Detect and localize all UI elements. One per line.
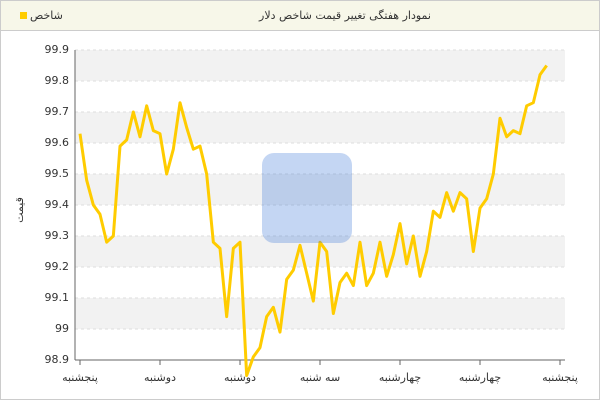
x-tick-label: دوشنبه [144,371,176,384]
watermark [262,153,352,243]
y-tick-label: 99.4 [45,198,70,211]
y-tick-label: 99.9 [45,43,70,56]
y-tick-label: 99.8 [45,74,70,87]
band [75,50,565,81]
x-tick-label: چهارشنبه [379,371,421,384]
x-tick-label: سه شنبه [300,371,340,384]
chart-title: نمودار هفتگی تغییر قیمت شاخص دلار [258,9,431,22]
legend-label: شاخص [30,9,63,22]
x-tick-label: چهارشنبه [459,371,501,384]
band [75,112,565,143]
series-line [78,64,548,377]
x-tick-label: دوشنبه [224,371,256,384]
band [75,298,565,329]
y-axis-label: قیمت [13,197,26,223]
plot-area: 98.9 99 99.1 99.2 99.3 99.4 99.5 99.6 99.7 99.8 99… [45,43,578,384]
legend-swatch [20,12,27,19]
header [0,0,600,31]
y-tick-label: 99 [55,322,69,335]
y-tick-label: 99.3 [45,229,70,242]
y-tick-label: 98.9 [45,353,70,366]
band [75,174,565,205]
y-tick-label: 99.2 [45,260,70,273]
x-tick-label: پنجشنبه [62,371,98,384]
y-tick-label: 99.6 [45,136,70,149]
y-tick-label: 99.1 [45,291,70,304]
y-tick-label: 99.7 [45,105,70,118]
x-tick-label: پنجشنبه [542,371,578,384]
y-tick-label: 99.5 [45,167,70,180]
